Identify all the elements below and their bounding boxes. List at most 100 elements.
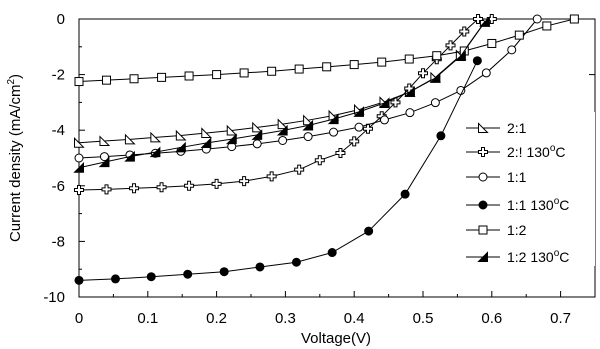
- data-point: [211, 178, 222, 189]
- data-point: [129, 183, 140, 194]
- data-point: [353, 106, 365, 117]
- data-point: [252, 121, 263, 133]
- legend-item: 2:! 130oC: [466, 143, 566, 160]
- data-point: [212, 70, 222, 80]
- data-point: [478, 200, 488, 210]
- data-point: [390, 97, 401, 108]
- data-point: [219, 267, 229, 277]
- data-point: [377, 57, 387, 67]
- x-tick-label: 0: [75, 310, 83, 327]
- y-axis-title: Current density (mA/cm2): [6, 74, 24, 242]
- data-point: [200, 137, 212, 148]
- data-point: [478, 225, 488, 235]
- data-point: [303, 132, 313, 142]
- data-point: [486, 14, 497, 24]
- data-point: [329, 127, 339, 137]
- data-point: [478, 172, 488, 182]
- x-tick-label: 0.1: [137, 310, 158, 327]
- series-line: [78, 60, 478, 281]
- data-point: [74, 275, 84, 285]
- data-point: [430, 98, 440, 108]
- data-point: [349, 136, 360, 147]
- data-point: [478, 122, 489, 133]
- data-point: [478, 147, 488, 157]
- data-point: [364, 226, 374, 236]
- data-point: [267, 66, 277, 76]
- data-point: [175, 141, 186, 153]
- legend-label: 2:1: [507, 120, 527, 136]
- data-point: [354, 122, 364, 132]
- series-4: [74, 14, 579, 87]
- data-point: [455, 50, 466, 61]
- legend-item: 1:1: [466, 169, 527, 185]
- x-tick-label: 0.2: [206, 310, 227, 327]
- tick-labels: 0 0.1 0.2 0.3 0.4 0.5 0.6 0.7 0 -2 -4 -6 -8 -10: [43, 11, 571, 327]
- data-point: [226, 124, 238, 136]
- series-line: [78, 21, 486, 169]
- data-point: [184, 71, 194, 81]
- data-point: [532, 14, 542, 24]
- y-tick-label: -6: [52, 178, 65, 195]
- data-point: [459, 26, 470, 37]
- data-point: [278, 135, 288, 145]
- data-point: [99, 152, 109, 162]
- data-point: [146, 272, 156, 282]
- data-point: [569, 14, 579, 24]
- series-line: [78, 18, 492, 191]
- legend-label: 1:2 130oC: [507, 248, 569, 265]
- data-point: [314, 155, 325, 166]
- legend-item: 1:1 130oC: [466, 196, 569, 213]
- data-point: [156, 182, 167, 193]
- y-tick-label: -2: [52, 67, 65, 84]
- data-point: [404, 54, 414, 64]
- y-tick-label: -10: [43, 289, 65, 306]
- data-point: [379, 115, 389, 125]
- data-point: [150, 131, 162, 143]
- legend-label: 1:2: [507, 222, 527, 238]
- data-point: [349, 60, 359, 70]
- data-point: [507, 45, 517, 55]
- x-tick-label: 0.4: [344, 310, 365, 327]
- data-point: [487, 38, 497, 48]
- data-point: [294, 64, 304, 74]
- data-point: [157, 72, 167, 82]
- data-point: [255, 262, 265, 272]
- legend-label: 2:! 130oC: [507, 143, 566, 160]
- data-point: [183, 269, 193, 279]
- data-point: [302, 119, 314, 131]
- data-point: [73, 162, 84, 173]
- data-point: [479, 16, 490, 27]
- data-point: [456, 85, 466, 95]
- data-point: [226, 133, 237, 145]
- series-2: [74, 14, 542, 163]
- y-tick-label: -4: [52, 122, 65, 139]
- series-3: [74, 56, 482, 285]
- data-point: [266, 171, 277, 182]
- x-axis-title: Voltage(V): [301, 330, 371, 347]
- data-point: [251, 129, 263, 140]
- data-point: [239, 176, 250, 187]
- data-point: [277, 118, 289, 130]
- data-point: [514, 30, 524, 40]
- data-point: [239, 68, 249, 78]
- legend-item: 1:2 130oC: [466, 248, 569, 265]
- data-point: [74, 184, 84, 195]
- data-point: [201, 127, 212, 138]
- data-point: [303, 114, 314, 126]
- data-point: [400, 189, 410, 199]
- data-point: [175, 129, 187, 141]
- series-layer: [73, 14, 579, 285]
- data-point: [276, 124, 288, 136]
- data-point: [542, 21, 552, 31]
- data-point: [322, 62, 332, 72]
- data-point: [98, 156, 110, 168]
- data-point: [335, 147, 346, 158]
- data-point: [327, 248, 337, 258]
- data-point: [327, 113, 339, 125]
- legend-item: 1:2: [466, 222, 527, 238]
- data-point: [481, 68, 491, 78]
- data-point: [418, 68, 428, 79]
- x-tick-label: 0.7: [550, 310, 571, 327]
- data-point: [184, 180, 195, 191]
- x-tick-label: 0.5: [413, 310, 434, 327]
